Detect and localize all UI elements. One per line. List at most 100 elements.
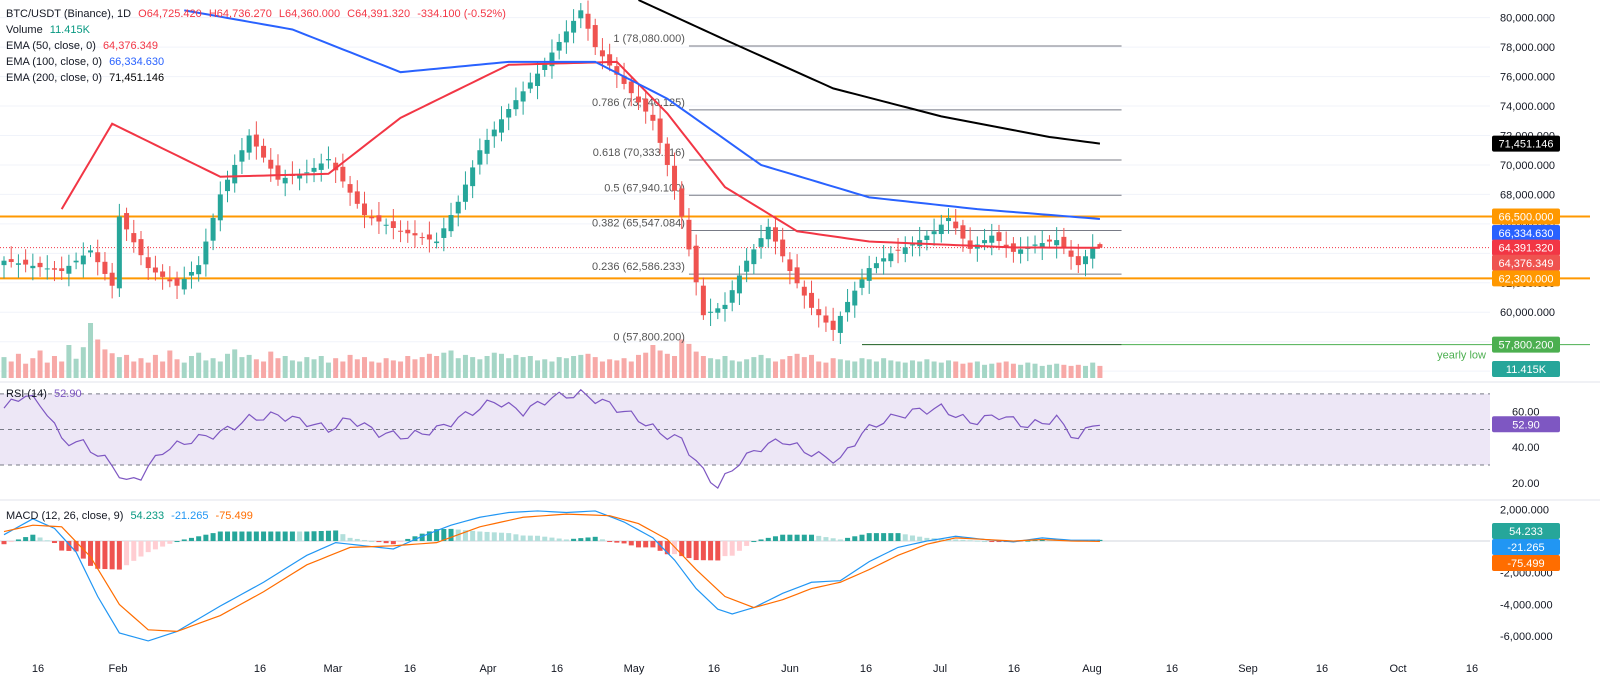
candle[interactable] <box>73 252 79 270</box>
candle[interactable] <box>362 191 367 229</box>
candle[interactable] <box>470 160 476 199</box>
candle[interactable] <box>1061 227 1067 255</box>
candle[interactable] <box>30 253 36 281</box>
candle[interactable] <box>845 288 851 322</box>
candle[interactable] <box>455 195 461 227</box>
legend-row-symbol[interactable]: BTC/USDT (Binance), 1D O64,725.420 H64,7… <box>6 6 506 22</box>
candle[interactable] <box>196 256 202 282</box>
candle[interactable] <box>51 261 57 282</box>
price-tag[interactable]: 57,800.200 <box>1492 336 1560 353</box>
candle[interactable] <box>1003 231 1009 258</box>
candle[interactable] <box>232 154 238 193</box>
rsi-legend[interactable]: RSI (14) 52.90 <box>6 386 82 402</box>
candle[interactable] <box>672 152 678 200</box>
candle[interactable] <box>131 219 137 253</box>
price-tag[interactable]: 66,500.000 <box>1492 208 1560 225</box>
candle[interactable] <box>722 292 728 322</box>
candle[interactable] <box>902 236 908 263</box>
candle[interactable] <box>585 0 591 41</box>
candle[interactable] <box>347 175 353 206</box>
macd-legend[interactable]: MACD (12, 26, close, 9) 54.233 -21.265 -… <box>6 508 253 524</box>
candle[interactable] <box>491 121 497 148</box>
candle[interactable] <box>794 254 800 289</box>
candle[interactable] <box>787 252 793 285</box>
candle[interactable] <box>44 255 50 280</box>
candle[interactable] <box>398 220 404 243</box>
candle[interactable] <box>974 236 980 262</box>
candle[interactable] <box>419 232 425 245</box>
volume-tag[interactable]: 11.415K <box>1492 361 1560 377</box>
candle[interactable] <box>946 208 952 234</box>
candle[interactable] <box>210 213 216 251</box>
candle[interactable] <box>448 202 454 237</box>
candle[interactable] <box>160 264 166 290</box>
candle[interactable] <box>513 87 519 116</box>
candle[interactable] <box>246 129 252 160</box>
candle[interactable] <box>152 255 158 281</box>
candle[interactable] <box>188 261 194 289</box>
macd-tag[interactable]: -75.499 <box>1492 555 1560 572</box>
candle[interactable] <box>66 254 72 287</box>
candle[interactable] <box>967 227 973 254</box>
candle[interactable] <box>715 302 721 320</box>
candle[interactable] <box>931 218 937 246</box>
candle[interactable] <box>917 226 923 257</box>
candle[interactable] <box>772 216 778 255</box>
candle[interactable] <box>477 138 483 175</box>
candle[interactable] <box>571 9 577 44</box>
candle[interactable] <box>1025 236 1031 262</box>
candle[interactable] <box>837 311 843 344</box>
candle[interactable] <box>1054 227 1060 259</box>
candle[interactable] <box>657 106 663 154</box>
candle[interactable] <box>15 254 21 278</box>
candle[interactable] <box>729 280 735 312</box>
candle[interactable] <box>960 219 966 252</box>
candle[interactable] <box>744 248 750 283</box>
candle[interactable] <box>1032 235 1038 254</box>
candle[interactable] <box>736 265 742 306</box>
candle[interactable] <box>520 81 526 115</box>
candle[interactable] <box>989 223 995 256</box>
candle[interactable] <box>686 208 692 257</box>
macd-tag[interactable]: 54.233 <box>1492 523 1560 540</box>
candle[interactable] <box>181 266 187 295</box>
time-axis[interactable]: 16 Feb 16 Mar 16 Apr 16 May 16 Jun 16 Jul 16 Aug 16 Sep… <box>32 663 1478 675</box>
candle[interactable] <box>765 218 771 248</box>
candle[interactable] <box>268 148 274 182</box>
candle[interactable] <box>426 221 432 253</box>
candle[interactable] <box>325 146 331 169</box>
candle[interactable] <box>261 138 267 163</box>
candle[interactable] <box>462 171 468 210</box>
candle[interactable] <box>116 203 122 297</box>
candle[interactable] <box>830 307 836 341</box>
legend-row-ema50[interactable]: EMA (50, close, 0) 64,376.349 <box>6 38 506 54</box>
candle[interactable] <box>225 170 231 203</box>
candle[interactable] <box>693 234 699 296</box>
candle[interactable] <box>390 208 396 240</box>
price-tag[interactable]: 62,300.000 <box>1492 270 1560 287</box>
candle[interactable] <box>369 209 375 226</box>
candle[interactable] <box>80 242 86 278</box>
candle[interactable] <box>383 218 389 235</box>
candle[interactable] <box>95 239 101 276</box>
candle[interactable] <box>527 72 533 94</box>
candle[interactable] <box>376 201 382 234</box>
candle[interactable] <box>801 280 807 309</box>
candle[interactable] <box>938 214 944 243</box>
candle[interactable] <box>628 77 634 107</box>
legend-row-ema200[interactable]: EMA (200, close, 0) 71,451.146 <box>6 70 506 86</box>
candles[interactable] <box>1 0 1103 344</box>
candle[interactable] <box>1018 237 1024 264</box>
ema50-line[interactable] <box>60 60 1100 249</box>
candle[interactable] <box>866 255 872 294</box>
candle[interactable] <box>282 169 288 197</box>
macd-tag[interactable]: -21.265 <box>1492 539 1560 556</box>
candle[interactable] <box>643 89 649 124</box>
candle[interactable] <box>434 232 440 249</box>
candle[interactable] <box>953 208 959 235</box>
candle[interactable] <box>333 157 339 184</box>
signal-line[interactable] <box>3 513 1100 632</box>
candle[interactable] <box>1 256 7 279</box>
candle[interactable] <box>203 228 209 277</box>
